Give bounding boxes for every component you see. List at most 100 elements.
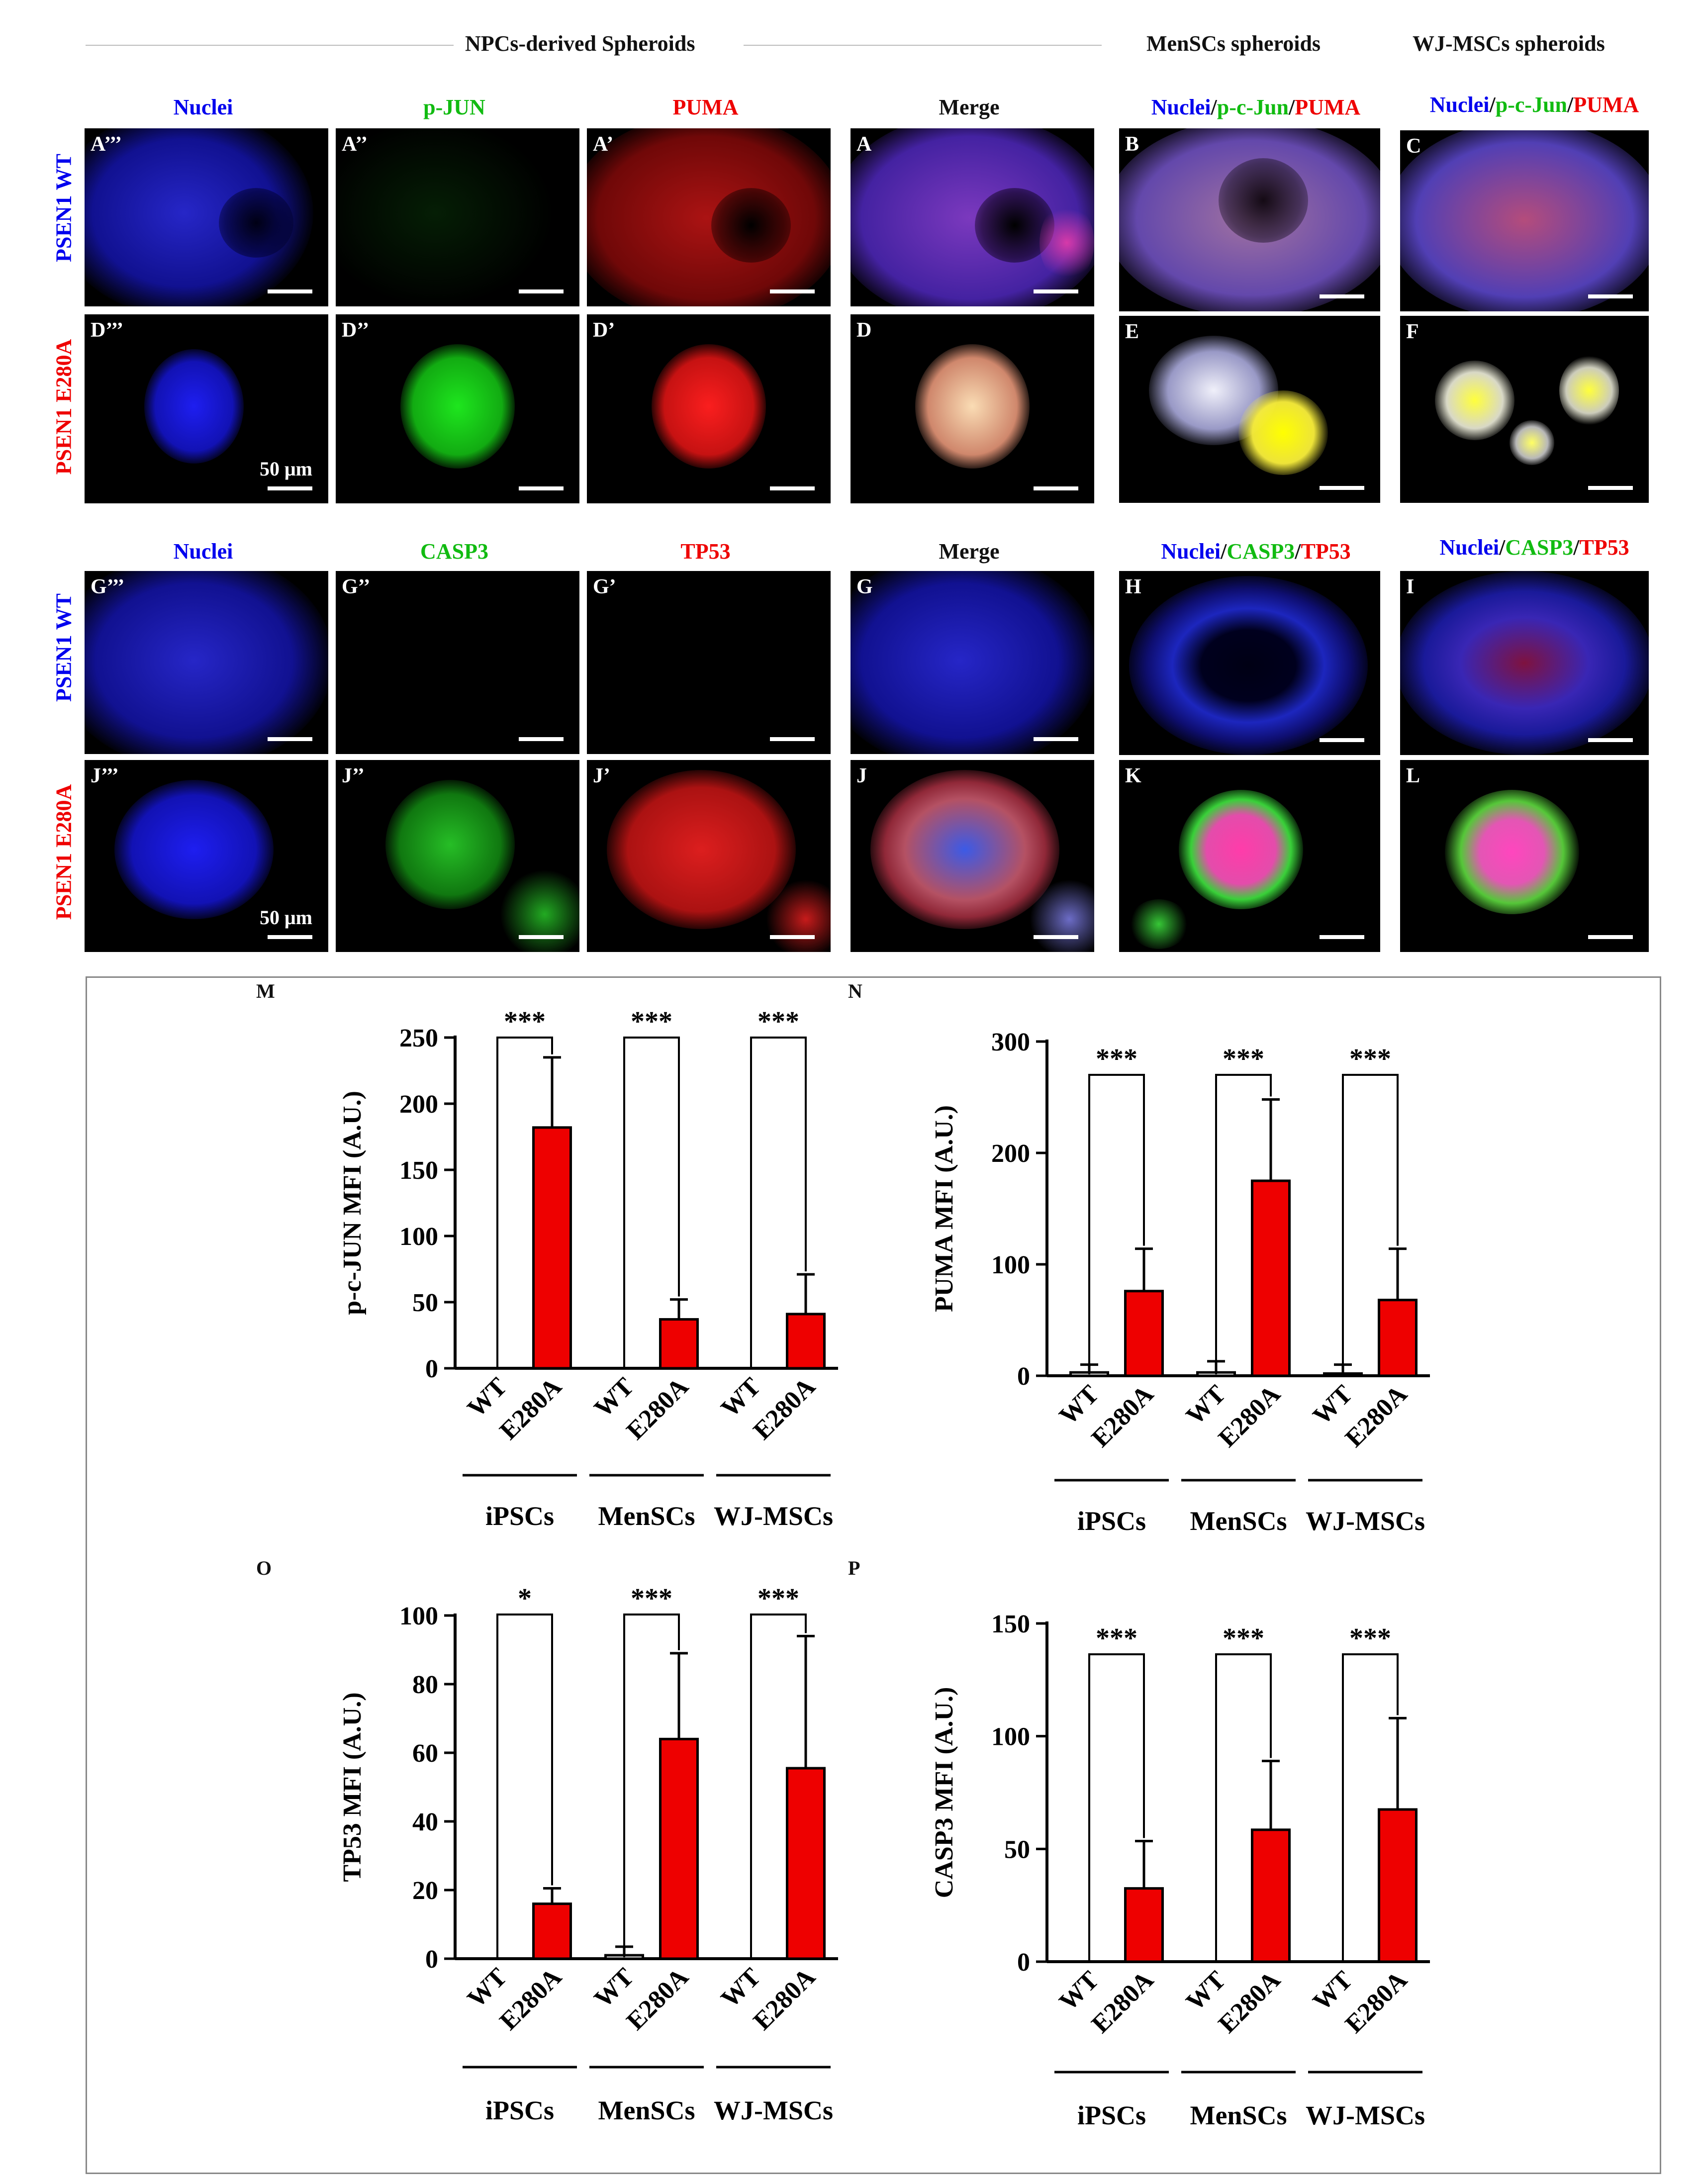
panel-label: A’’ [342, 133, 368, 156]
scale-bar [268, 935, 312, 939]
y-axis-label: TP53 MFI (A.U.) [338, 1692, 367, 1882]
x-tick-label: E280A [1086, 1380, 1159, 1453]
merge-stain [1400, 571, 1649, 755]
significance-label: *** [1349, 1623, 1391, 1654]
scale-bar [1034, 935, 1078, 939]
panel-label: D [856, 319, 872, 342]
significance-bracket [1342, 1653, 1399, 1960]
row-label-wt: PSEN1 WT [51, 153, 76, 263]
group-label: MenSCs [598, 2095, 695, 2125]
bar [659, 1737, 699, 1960]
label-nuclei: Nuclei [1151, 95, 1211, 119]
panel-label: L [1406, 764, 1420, 787]
panel-label: G’ [593, 575, 616, 598]
group-label: MenSCs [1190, 1506, 1287, 1536]
significance-label: *** [1096, 1044, 1137, 1074]
col-label-puma: PUMA [672, 95, 739, 119]
micrograph-tp53-e280a: J’ [587, 760, 831, 952]
row-label-e280a: PSEN1 E280A [51, 784, 76, 920]
group-label: iPSCs [485, 2095, 554, 2125]
micrograph-tp53-wt: G’ [587, 571, 831, 754]
panel-label: J’ [593, 764, 610, 787]
merge-stain [915, 344, 1030, 469]
panel-label: G’’’ [91, 575, 125, 598]
panel-label: D’’’ [91, 319, 124, 342]
spheroid-lumen [1219, 158, 1308, 243]
casp3-stain [385, 780, 515, 909]
y-tick-label: 100 [991, 1251, 1030, 1279]
scale-bar [1588, 935, 1633, 939]
header-rule-right [744, 45, 1102, 46]
scale-bar [268, 737, 312, 741]
x-tick-label: E280A [494, 1372, 567, 1445]
scale-bar [1588, 294, 1633, 298]
significance-label: *** [1223, 1044, 1264, 1074]
micrograph-merge-wt-2: G [851, 571, 1094, 754]
tp53-stain [607, 770, 796, 929]
charts-box: M 0 50 100 150 200 250 p-c-JUN MFI (A.U.) WT E280… [86, 976, 1661, 2174]
group-label: iPSCs [1077, 1506, 1146, 1536]
label-slash: / [1573, 535, 1580, 560]
merge-stain [1030, 879, 1094, 952]
significance-label: * [518, 1583, 532, 1614]
spheroid-lumen [219, 188, 293, 258]
label-puma: PUMA [1295, 95, 1361, 119]
wj-header: WJ-MSCs spheroids [1413, 31, 1605, 56]
casp3-stain [1129, 899, 1189, 949]
micrograph-merge-wt: A [851, 128, 1094, 306]
scale-bar [519, 737, 564, 741]
bar [1124, 1887, 1164, 1963]
bar [1378, 1299, 1418, 1377]
micrograph-wj-wt: C [1400, 130, 1649, 311]
puma-stain [587, 128, 831, 306]
micrograph-puma-e280a: D’ [587, 314, 831, 503]
bar [1251, 1179, 1291, 1377]
significance-bracket [750, 1614, 807, 1957]
bar [532, 1902, 572, 1960]
significance-bracket [1215, 1653, 1272, 1960]
wj-merge-label: Nuclei/p-c-Jun/PUMA [1398, 92, 1671, 117]
panel-label: E [1125, 320, 1139, 343]
merge-stain [1400, 130, 1649, 311]
mensc-merge-label: Nuclei/p-c-Jun/PUMA [1119, 95, 1393, 120]
bar [605, 1367, 643, 1368]
micrograph-pjun-e280a: D’’ [336, 314, 579, 503]
micrograph-wj-e280a: F [1400, 316, 1649, 503]
yellow-spheroid [1559, 356, 1619, 425]
label-nuclei: Nuclei [1161, 539, 1221, 564]
scale-bar [1034, 737, 1078, 741]
micrograph-nuclei-wt-2: G’’’ [85, 571, 328, 754]
panel-label: D’’ [342, 319, 370, 342]
bar [786, 1313, 826, 1370]
group-label: WJ-MSCs [714, 2095, 833, 2125]
x-tick-label: E280A [621, 1372, 694, 1445]
significance-bracket [1088, 1653, 1145, 1960]
significance-label: *** [757, 1583, 799, 1614]
bar [732, 1367, 770, 1368]
micrograph-mensc-e280a: E [1119, 316, 1380, 503]
merge-stain [1179, 790, 1303, 909]
x-tick-label: E280A [1086, 1966, 1159, 2039]
significance-label: *** [631, 1006, 672, 1037]
significance-bracket [750, 1037, 807, 1367]
label-slash: / [1499, 535, 1506, 560]
bar [1251, 1828, 1291, 1963]
col-label-merge: Merge [939, 539, 1000, 564]
label-tp53: TP53 [1579, 535, 1629, 560]
panel-label: A’ [593, 133, 614, 156]
bar [1324, 1961, 1362, 1962]
scale-bar [519, 486, 564, 490]
x-tick-label: E280A [1340, 1380, 1413, 1453]
mensc-header: MenSCs spheroids [1146, 31, 1321, 56]
casp3-stain [500, 869, 579, 952]
label-pcjun: p-c-Jun [1217, 95, 1289, 119]
significance-bracket [496, 1037, 553, 1367]
significance-label: *** [631, 1583, 672, 1614]
nuclei-stain [85, 571, 328, 754]
group-label: WJ-MSCs [1306, 2100, 1425, 2130]
merge-stain [1129, 576, 1368, 755]
scale-bar [770, 935, 815, 939]
panel-letter: N [848, 980, 862, 1002]
panel-label: A [856, 133, 872, 156]
